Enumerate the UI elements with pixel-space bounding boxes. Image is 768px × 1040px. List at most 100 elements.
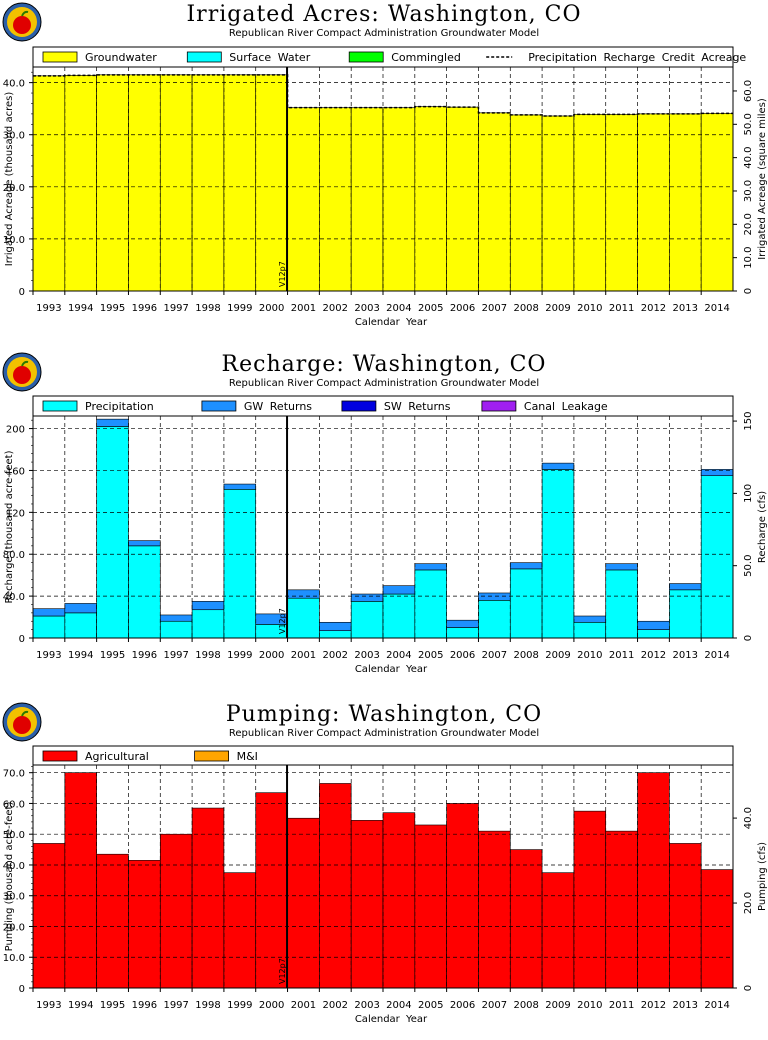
y2-tick-label: 50.0 <box>743 113 754 135</box>
legend-swatch <box>186 51 222 63</box>
y2-tick-label: 0 <box>743 985 754 991</box>
legend-swatch <box>42 51 78 63</box>
x-tick-label: 2014 <box>704 1000 729 1011</box>
y2-tick-label: 20.0 <box>743 892 754 914</box>
bar-precipitation <box>223 489 257 639</box>
bar-groundwater <box>637 113 670 292</box>
legend-swatch <box>348 51 384 63</box>
x-tick-label: 1995 <box>100 1000 125 1011</box>
bar-groundwater <box>446 106 479 292</box>
bar-agricultural <box>382 812 416 989</box>
bar-groundwater <box>509 114 543 292</box>
bar-gw-returns <box>446 619 479 628</box>
legend-swatch <box>201 400 237 412</box>
y-tick-label: 20.0 <box>3 183 25 194</box>
x-tick-label: 2011 <box>609 1000 634 1011</box>
bar-gw-returns <box>573 615 607 623</box>
bar-precipitation <box>669 589 702 639</box>
y-tick-label: 30.0 <box>3 131 25 142</box>
bar-precipitation <box>287 597 320 639</box>
y-tick-label: 0 <box>19 287 25 298</box>
y-tick-label: 40.0 <box>3 79 25 90</box>
bar-gw-returns <box>287 589 320 599</box>
x-tick-label: 2003 <box>354 1000 379 1011</box>
legend-swatch <box>42 400 78 412</box>
bar-gw-returns <box>64 603 97 614</box>
model-version-label: V12p7 <box>278 958 287 984</box>
x-tick-label: 2000 <box>259 650 284 661</box>
x-axis-label: Calendar Year <box>355 1014 428 1025</box>
bar-groundwater <box>350 107 384 292</box>
bar-groundwater <box>541 115 575 292</box>
x-tick-label: 2007 <box>482 650 507 661</box>
chart-subtitle: Republican River Compact Administration … <box>228 378 540 389</box>
x-tick-label: 1996 <box>132 650 157 661</box>
bar-groundwater <box>319 107 352 292</box>
x-tick-label: 1993 <box>36 1000 61 1011</box>
x-tick-label: 2001 <box>291 1000 316 1011</box>
chart-title: Irrigated Acres: Washington, CO <box>186 2 582 27</box>
x-tick-label: 2010 <box>577 650 602 661</box>
bar-gw-returns <box>605 563 638 571</box>
legend-label: Surface Water <box>229 51 310 64</box>
x-tick-label: 1993 <box>36 303 61 314</box>
bar-agricultural <box>319 783 352 989</box>
x-tick-label: 2008 <box>513 650 538 661</box>
bar-groundwater <box>128 74 161 292</box>
x-tick-label: 2001 <box>291 303 316 314</box>
y-tick-label: 60.0 <box>3 799 25 810</box>
x-tick-label: 1997 <box>163 650 188 661</box>
x-tick-label: 1996 <box>132 1000 157 1011</box>
bar-precipitation <box>382 593 416 639</box>
bar-gw-returns <box>319 621 352 631</box>
x-tick-label: 1995 <box>100 303 125 314</box>
bar-agricultural <box>414 824 447 989</box>
x-tick-label: 2005 <box>418 303 443 314</box>
bar-agricultural <box>32 843 66 989</box>
bar-gw-returns <box>509 562 543 570</box>
y-axis-label: Pumping (thousand acre-feet) <box>4 802 15 952</box>
legend-label: Groundwater <box>85 51 157 64</box>
x-tick-label: 2013 <box>673 1000 698 1011</box>
bar-groundwater <box>191 74 225 292</box>
y-tick-label: 80.0 <box>3 550 25 561</box>
legend-label: Precipitation <box>85 400 154 413</box>
x-tick-label: 2000 <box>259 1000 284 1011</box>
x-tick-label: 2008 <box>513 303 538 314</box>
y2-tick-label: 150 <box>743 412 754 431</box>
y-tick-label: 0 <box>19 634 25 645</box>
chart-title: Pumping: Washington, CO <box>225 702 543 727</box>
bar-groundwater <box>700 113 734 292</box>
bar-precipitation <box>605 569 638 639</box>
chart-panel-irrigated: Irrigated Acres: Washington, CO Republic… <box>0 0 768 340</box>
legend-swatch <box>341 400 377 412</box>
x-tick-label: 2014 <box>704 650 729 661</box>
x-tick-label: 2002 <box>323 1000 348 1011</box>
x-tick-label: 1998 <box>195 1000 220 1011</box>
x-tick-label: 1998 <box>195 650 220 661</box>
bar-groundwater <box>287 107 320 292</box>
y-tick-label: 40.0 <box>3 861 25 872</box>
x-tick-label: 2002 <box>323 650 348 661</box>
x-tick-label: 2002 <box>323 303 348 314</box>
bar-agricultural <box>637 772 670 989</box>
bar-agricultural <box>287 817 320 989</box>
legend-swatch <box>194 750 230 762</box>
bar-precipitation <box>700 475 734 639</box>
bar-gw-returns <box>96 418 129 427</box>
x-tick-label: 2011 <box>609 303 634 314</box>
y-tick-label: 40.0 <box>3 592 25 603</box>
x-tick-label: 1994 <box>68 650 93 661</box>
legend-swatch <box>481 400 517 412</box>
bar-precipitation <box>446 627 479 639</box>
x-tick-label: 2006 <box>450 1000 475 1011</box>
precip-credit-line <box>33 74 733 117</box>
bar-gw-returns <box>350 593 384 602</box>
bar-gw-returns <box>382 585 416 595</box>
y-tick-label: 10.0 <box>3 235 25 246</box>
bar-precipitation <box>350 601 384 639</box>
bar-precipitation <box>32 615 66 639</box>
bar-agricultural <box>605 830 638 989</box>
x-tick-label: 1999 <box>227 303 252 314</box>
x-axis-label: Calendar Year <box>355 664 428 675</box>
